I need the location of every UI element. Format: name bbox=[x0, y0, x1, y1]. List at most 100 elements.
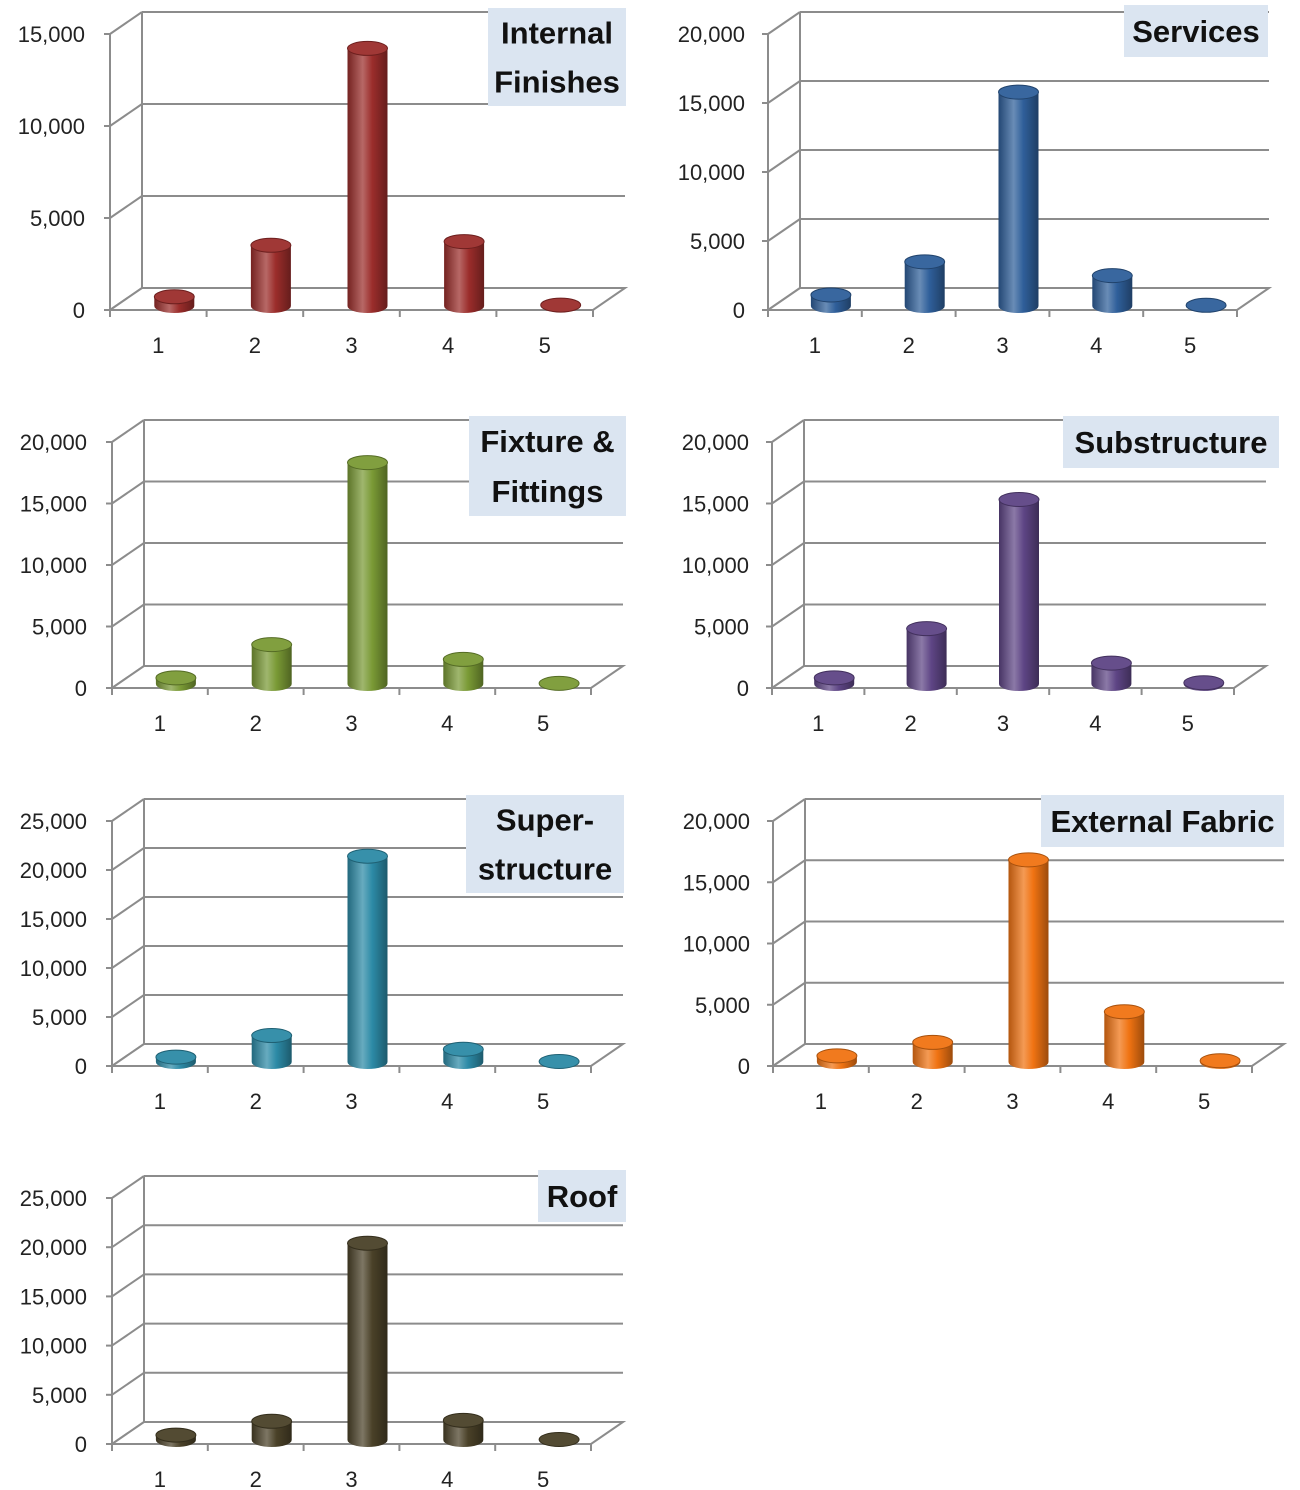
y-tick-label: 20,000 bbox=[682, 430, 749, 455]
x-tick-label: 4 bbox=[1090, 333, 1102, 358]
y-tick-label: 15,000 bbox=[20, 1284, 87, 1309]
wall-edge bbox=[771, 603, 805, 628]
bar-top bbox=[153, 289, 195, 305]
y-tick-label: 20,000 bbox=[683, 809, 750, 834]
bar-body bbox=[1091, 663, 1132, 691]
bar bbox=[912, 1034, 954, 1069]
wall-edge bbox=[111, 480, 145, 505]
wall-edge bbox=[771, 542, 805, 566]
bar bbox=[1185, 297, 1227, 313]
bar-body bbox=[251, 1035, 292, 1069]
y-tick-label: 15,000 bbox=[18, 22, 85, 47]
x-tick-label: 2 bbox=[250, 1089, 262, 1114]
wall-edge bbox=[111, 896, 145, 920]
y-tick-label: 20,000 bbox=[20, 858, 87, 883]
bar-body bbox=[1104, 1011, 1145, 1069]
bar-body bbox=[347, 48, 388, 314]
x-tick-label: 5 bbox=[1184, 333, 1196, 358]
bar-top bbox=[347, 1235, 388, 1251]
chart-title: Substructure bbox=[1075, 425, 1268, 460]
chart-title-box bbox=[466, 795, 624, 893]
bar-body bbox=[347, 462, 388, 691]
wall-edge bbox=[771, 419, 805, 443]
x-tick-label: 4 bbox=[441, 1467, 453, 1490]
wall-edge bbox=[767, 80, 801, 104]
bar-top bbox=[251, 1413, 293, 1429]
bar-top bbox=[251, 637, 293, 653]
bar bbox=[442, 1041, 484, 1069]
bar-top bbox=[538, 675, 580, 691]
chart-title: External Fabric bbox=[1051, 804, 1275, 839]
x-tick-label: 4 bbox=[1102, 1089, 1114, 1114]
x-tick-label: 3 bbox=[345, 333, 357, 358]
bar bbox=[251, 1413, 293, 1447]
bar-body bbox=[251, 644, 292, 691]
bar bbox=[813, 670, 855, 691]
y-tick-label: 10,000 bbox=[20, 956, 87, 981]
y-tick-label: 25,000 bbox=[20, 1186, 87, 1211]
y-tick-label: 15,000 bbox=[682, 492, 749, 517]
chart-title: Roof bbox=[547, 1179, 618, 1214]
y-tick-label: 25,000 bbox=[20, 809, 87, 834]
chart-panel: 0 5,000 10,000 15,000 20,000 1 2 3 4 5 Fixture & Fi… bbox=[20, 416, 627, 736]
bar bbox=[155, 1427, 197, 1447]
chart-title: structure bbox=[478, 852, 612, 887]
y-tick-label: 0 bbox=[75, 1432, 87, 1457]
bar-top bbox=[1090, 655, 1132, 671]
x-tick-label: 2 bbox=[249, 333, 261, 358]
x-tick-label: 1 bbox=[809, 333, 821, 358]
chart-panel: 0 5,000 10,000 15,000 20,000 1 2 3 4 5 Substructur… bbox=[682, 416, 1279, 736]
bar-top bbox=[155, 1049, 197, 1065]
chart-title-box bbox=[1041, 795, 1284, 847]
bar bbox=[904, 254, 946, 313]
bar-body bbox=[347, 856, 388, 1069]
bar bbox=[906, 621, 948, 691]
bar bbox=[998, 492, 1040, 691]
bar-top bbox=[906, 621, 948, 637]
chart-panel: 0 5,000 10,000 15,000 20,000 1 2 3 4 5 External Fa… bbox=[683, 795, 1288, 1114]
bar bbox=[347, 40, 388, 314]
bar bbox=[538, 1432, 580, 1448]
wall-edge bbox=[111, 1224, 145, 1249]
wall-edge bbox=[111, 419, 145, 443]
wall-edge bbox=[111, 847, 145, 871]
y-tick-label: 10,000 bbox=[20, 1334, 87, 1359]
x-tick-label: 1 bbox=[152, 333, 164, 358]
bar-top bbox=[443, 234, 485, 250]
chart-title: Fittings bbox=[492, 474, 604, 509]
bar-body bbox=[912, 1042, 953, 1069]
bar bbox=[153, 289, 195, 313]
x-tick-label: 3 bbox=[1006, 1089, 1018, 1114]
bar-body bbox=[906, 628, 947, 691]
bar bbox=[540, 297, 582, 313]
bar bbox=[816, 1048, 858, 1069]
bar-top bbox=[1185, 297, 1227, 313]
bar-top bbox=[442, 1412, 484, 1428]
bar-top bbox=[1183, 675, 1225, 691]
x-tick-label: 4 bbox=[442, 333, 454, 358]
chart-title: Internal bbox=[501, 16, 613, 51]
y-tick-label: 0 bbox=[738, 1054, 750, 1079]
wall-edge bbox=[111, 1273, 145, 1298]
chart-title-box bbox=[1063, 416, 1279, 468]
bar-top bbox=[251, 1028, 293, 1044]
bar-top bbox=[816, 1048, 858, 1064]
bar-body bbox=[347, 1243, 388, 1447]
bar bbox=[442, 651, 484, 691]
y-tick-label: 20,000 bbox=[678, 22, 745, 47]
x-tick-label: 2 bbox=[250, 1467, 262, 1490]
chart-title: Services bbox=[1132, 14, 1260, 49]
bar-body bbox=[998, 92, 1039, 313]
chart-title: Fixture & bbox=[480, 424, 614, 459]
x-tick-label: 5 bbox=[1198, 1089, 1210, 1114]
wall-edge bbox=[772, 920, 806, 945]
y-tick-label: 15,000 bbox=[683, 870, 750, 895]
bar-top bbox=[1103, 1004, 1145, 1020]
bar-top bbox=[347, 848, 388, 864]
wall-edge bbox=[767, 149, 801, 173]
bar-top bbox=[1091, 268, 1133, 284]
bar bbox=[347, 455, 388, 691]
x-tick-label: 5 bbox=[539, 333, 551, 358]
bar-top bbox=[250, 237, 292, 253]
